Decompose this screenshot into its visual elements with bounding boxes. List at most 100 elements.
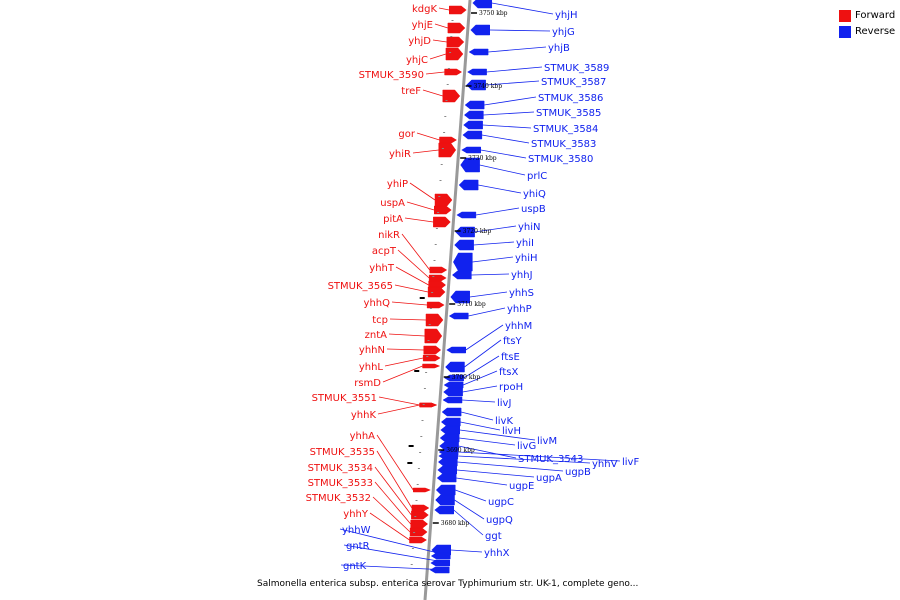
gene-label-yhiH[interactable]: yhiH bbox=[472, 253, 538, 264]
gene-name-text[interactable]: yhiH bbox=[515, 253, 538, 264]
gene-label-livG[interactable]: livG bbox=[459, 437, 536, 452]
gene-name-text[interactable]: uspA bbox=[380, 198, 405, 209]
gene-label-yhhV[interactable]: yhhV bbox=[457, 455, 618, 470]
gene-label-yhhP[interactable]: yhhP bbox=[468, 304, 532, 317]
gene-name-text[interactable]: nikR bbox=[378, 230, 400, 241]
gene-name-text[interactable]: yhhY bbox=[343, 509, 369, 520]
gene-name-text[interactable]: STMUK_3585 bbox=[536, 108, 601, 119]
gene-name-text[interactable]: yhhS bbox=[509, 288, 534, 299]
gene-label-treF[interactable]: treF bbox=[401, 86, 443, 97]
gene-name-text[interactable]: yhhP bbox=[507, 304, 532, 315]
gene-name-text[interactable]: ftsX bbox=[499, 367, 518, 378]
gene-name-text[interactable]: livH bbox=[502, 426, 521, 437]
gene-label-STMUK_3551[interactable]: STMUK_3551 bbox=[312, 393, 420, 406]
gene-label-ugpQ[interactable]: ugpQ bbox=[454, 499, 514, 526]
gene-name-text[interactable]: gntR bbox=[346, 541, 370, 552]
gene-name-text[interactable]: tcp bbox=[372, 315, 388, 326]
gene-name-text[interactable]: livK bbox=[495, 416, 513, 427]
gene-label-STMUK_3534[interactable]: STMUK_3534 bbox=[308, 463, 412, 516]
gene-label-ftsX[interactable]: ftsX bbox=[462, 367, 518, 386]
gene-label-yhjD[interactable]: yhjD bbox=[408, 36, 447, 47]
gene-label-prlC[interactable]: prlC bbox=[479, 164, 548, 182]
gene-name-text[interactable]: livG bbox=[517, 441, 536, 452]
gene-label-yhhS[interactable]: yhhS bbox=[469, 288, 534, 299]
gene-label-livM[interactable]: livM bbox=[459, 429, 557, 447]
gene-name-text[interactable]: yhhT bbox=[369, 263, 395, 274]
gene-name-text[interactable]: gor bbox=[398, 129, 415, 140]
gene-label-uspA[interactable]: uspA bbox=[380, 198, 435, 211]
gene-label-zntA[interactable]: zntA bbox=[365, 330, 425, 341]
gene-name-text[interactable]: acpT bbox=[372, 246, 397, 257]
gene-name-text[interactable]: prlC bbox=[527, 171, 547, 182]
gene-name-text[interactable]: yhjH bbox=[555, 10, 578, 21]
gene-label-ftsY[interactable]: ftsY bbox=[464, 336, 522, 368]
gene-name-text[interactable]: STMUK_3532 bbox=[306, 493, 371, 504]
gene-label-STMUK_3565[interactable]: STMUK_3565 bbox=[328, 281, 429, 293]
gene-name-text[interactable]: kdgK bbox=[412, 4, 437, 15]
gene-label-yhjC[interactable]: yhjC bbox=[406, 53, 447, 66]
gene-name-text[interactable]: treF bbox=[401, 86, 421, 97]
gene-label-yhhX[interactable]: yhhX bbox=[450, 548, 510, 559]
gene-name-text[interactable]: yhhL bbox=[359, 362, 384, 373]
gene-name-text[interactable]: yhiR bbox=[389, 149, 411, 160]
gene-name-text[interactable]: ggt bbox=[485, 531, 502, 542]
gene-label-yhiI[interactable]: yhiI bbox=[473, 238, 534, 249]
gene-label-STMUK_3590[interactable]: STMUK_3590 bbox=[359, 70, 445, 81]
gene-label-yhhM[interactable]: yhhM bbox=[465, 321, 532, 351]
gene-label-yhhL[interactable]: yhhL bbox=[359, 357, 424, 373]
gene-name-text[interactable]: yhiN bbox=[518, 222, 541, 233]
gene-label-yhjH[interactable]: yhjH bbox=[491, 2, 578, 21]
gene-name-text[interactable]: yhhK bbox=[351, 410, 377, 421]
gene-name-text[interactable]: ugpQ bbox=[486, 515, 513, 526]
gene-label-rsmD[interactable]: rsmD bbox=[354, 365, 423, 389]
gene-name-text[interactable]: yhhN bbox=[359, 345, 385, 356]
gene-label-yhiP[interactable]: yhiP bbox=[387, 179, 436, 201]
gene-label-ftsE[interactable]: ftsE bbox=[463, 352, 520, 379]
gene-label-ugpA[interactable]: ugpA bbox=[456, 469, 562, 484]
gene-label-STMUK_3543[interactable]: STMUK_3543 bbox=[458, 445, 584, 465]
gene-name-text[interactable]: yhiI bbox=[516, 238, 534, 249]
gene-name-text[interactable]: ftsE bbox=[501, 352, 520, 363]
gene-label-STMUK_3587[interactable]: STMUK_3587 bbox=[485, 77, 607, 88]
gene-name-text[interactable]: STMUK_3583 bbox=[531, 139, 596, 150]
gene-name-text[interactable]: yhjB bbox=[548, 43, 570, 54]
gene-name-text[interactable]: livF bbox=[622, 457, 639, 468]
gene-name-text[interactable]: ugpA bbox=[536, 473, 562, 484]
gene-label-gntR[interactable]: gntR bbox=[343, 541, 450, 564]
gene-name-text[interactable]: ugpC bbox=[488, 497, 514, 508]
gene-label-STMUK_3580[interactable]: STMUK_3580 bbox=[480, 149, 594, 165]
gene-label-ugpC[interactable]: ugpC bbox=[455, 489, 514, 508]
gene-label-yhiQ[interactable]: yhiQ bbox=[478, 184, 546, 200]
gene-name-text[interactable]: yhhX bbox=[484, 548, 510, 559]
gene-label-gor[interactable]: gor bbox=[398, 129, 440, 141]
gene-label-yhiN[interactable]: yhiN bbox=[474, 222, 541, 233]
gene-name-text[interactable]: uspB bbox=[521, 204, 546, 215]
gene-name-text[interactable]: ugpB bbox=[565, 467, 591, 478]
gene-label-STMUK_3586[interactable]: STMUK_3586 bbox=[484, 93, 603, 106]
gene-name-text[interactable]: zntA bbox=[365, 330, 388, 341]
gene-label-tcp[interactable]: tcp bbox=[372, 315, 427, 326]
gene-name-text[interactable]: yhhM bbox=[505, 321, 532, 332]
gene-name-text[interactable]: yhhW bbox=[342, 525, 371, 536]
gene-label-livH[interactable]: livH bbox=[460, 421, 521, 437]
gene-label-yhhW[interactable]: yhhW bbox=[339, 525, 451, 557]
gene-name-text[interactable]: yhhQ bbox=[364, 298, 391, 309]
gene-label-rpoH[interactable]: rpoH bbox=[462, 382, 524, 393]
gene-name-text[interactable]: STMUK_3580 bbox=[528, 154, 593, 165]
gene-label-pitA[interactable]: pitA bbox=[383, 214, 434, 225]
gene-name-text[interactable]: livJ bbox=[497, 398, 511, 409]
gene-label-acpT[interactable]: acpT bbox=[372, 246, 430, 279]
gene-name-text[interactable]: STMUK_3551 bbox=[312, 393, 377, 404]
gene-name-text[interactable]: STMUK_3587 bbox=[541, 77, 606, 88]
gene-name-text[interactable]: yhjD bbox=[408, 36, 431, 47]
gene-label-ggt[interactable]: ggt bbox=[453, 509, 502, 542]
gene-label-ugpB[interactable]: ugpB bbox=[457, 461, 591, 478]
gene-name-text[interactable]: STMUK_3584 bbox=[533, 124, 598, 135]
gene-label-STMUK_3589[interactable]: STMUK_3589 bbox=[486, 63, 610, 74]
gene-name-text[interactable]: STMUK_3533 bbox=[308, 478, 373, 489]
gene-label-STMUK_3535[interactable]: STMUK_3535 bbox=[310, 447, 413, 509]
gene-label-yhhY[interactable]: yhhY bbox=[343, 509, 410, 541]
gene-label-ugpE[interactable]: ugpE bbox=[456, 477, 534, 492]
gene-label-yhjE[interactable]: yhjE bbox=[412, 20, 449, 31]
gene-name-text[interactable]: STMUK_3589 bbox=[544, 63, 609, 74]
